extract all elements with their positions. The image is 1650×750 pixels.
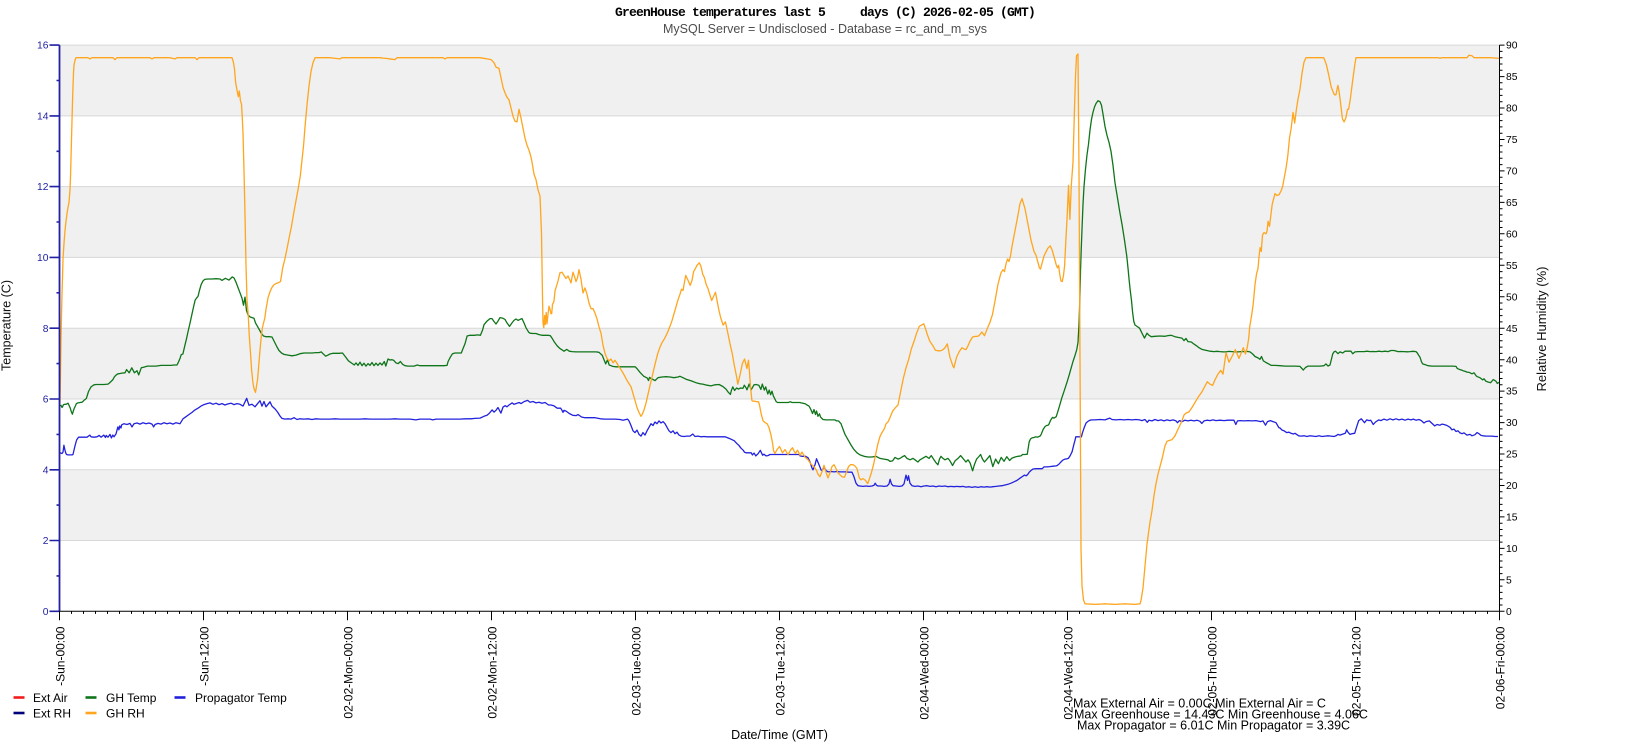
svg-text:40: 40 bbox=[1506, 355, 1518, 366]
svg-text:Max Greenhouse = 14.43C Min Gr: Max Greenhouse = 14.43C Min Greenhouse =… bbox=[1074, 707, 1368, 721]
svg-text:GreenHouse temperatures last 5: GreenHouse temperatures last 5 days (C) … bbox=[615, 5, 1035, 20]
svg-text:4: 4 bbox=[43, 465, 49, 476]
svg-text:0: 0 bbox=[43, 607, 49, 618]
svg-text:02-03-Tue-00:00: 02-03-Tue-00:00 bbox=[630, 626, 644, 715]
svg-text:20: 20 bbox=[1506, 481, 1518, 492]
svg-text:6: 6 bbox=[43, 395, 49, 406]
svg-text:-Sun-12:00: -Sun-12:00 bbox=[198, 626, 212, 686]
svg-text:-Sun-00:00: -Sun-00:00 bbox=[54, 626, 68, 686]
svg-text:02-05-Thu-12:00: 02-05-Thu-12:00 bbox=[1350, 626, 1364, 716]
svg-text:45: 45 bbox=[1506, 324, 1518, 335]
svg-text:16: 16 bbox=[37, 41, 49, 52]
svg-text:02-04-Wed-12:00: 02-04-Wed-12:00 bbox=[1062, 626, 1076, 719]
svg-text:90: 90 bbox=[1506, 41, 1518, 52]
svg-text:70: 70 bbox=[1506, 167, 1518, 178]
svg-text:55: 55 bbox=[1506, 261, 1518, 272]
svg-text:Propagator Temp: Propagator Temp bbox=[195, 691, 287, 705]
svg-text:25: 25 bbox=[1506, 450, 1518, 461]
svg-text:02-04-Wed-00:00: 02-04-Wed-00:00 bbox=[918, 626, 932, 719]
svg-text:8: 8 bbox=[43, 324, 49, 335]
svg-text:Ext Air: Ext Air bbox=[33, 691, 68, 705]
svg-text:GH RH: GH RH bbox=[106, 707, 145, 721]
svg-text:0: 0 bbox=[1506, 607, 1512, 618]
svg-text:Ext RH: Ext RH bbox=[33, 707, 71, 721]
svg-text:10: 10 bbox=[37, 253, 49, 264]
svg-text:Date/Time (GMT): Date/Time (GMT) bbox=[731, 728, 828, 742]
svg-text:5: 5 bbox=[1506, 575, 1512, 586]
svg-text:75: 75 bbox=[1506, 135, 1518, 146]
svg-text:10: 10 bbox=[1506, 544, 1518, 555]
svg-text:35: 35 bbox=[1506, 387, 1518, 398]
svg-text:Max External Air = 0.00C Min E: Max External Air = 0.00C Min External Ai… bbox=[1073, 696, 1326, 710]
svg-text:80: 80 bbox=[1506, 104, 1518, 115]
svg-text:02-05-Thu-00:00: 02-05-Thu-00:00 bbox=[1206, 626, 1220, 716]
svg-text:14: 14 bbox=[37, 112, 49, 123]
svg-text:15: 15 bbox=[1506, 513, 1518, 524]
svg-text:02-02-Mon-12:00: 02-02-Mon-12:00 bbox=[486, 626, 500, 718]
svg-text:30: 30 bbox=[1506, 418, 1518, 429]
svg-text:85: 85 bbox=[1506, 72, 1518, 83]
svg-text:60: 60 bbox=[1506, 229, 1518, 240]
svg-text:65: 65 bbox=[1506, 198, 1518, 209]
svg-text:2: 2 bbox=[43, 536, 49, 547]
svg-text:02-02-Mon-00:00: 02-02-Mon-00:00 bbox=[342, 626, 356, 718]
svg-text:12: 12 bbox=[37, 182, 49, 193]
svg-text:Max Propagator = 6.01C Min Pro: Max Propagator = 6.01C Min Propagator = … bbox=[1077, 718, 1350, 732]
svg-text:02-03-Tue-12:00: 02-03-Tue-12:00 bbox=[774, 626, 788, 715]
svg-text:GH Temp: GH Temp bbox=[106, 691, 157, 705]
svg-text:MySQL Server = Undisclosed - D: MySQL Server = Undisclosed - Database = … bbox=[663, 22, 987, 36]
svg-text:Relative Humidity (%): Relative Humidity (%) bbox=[1534, 267, 1549, 392]
svg-text:02-06-Fri-00:00: 02-06-Fri-00:00 bbox=[1494, 626, 1508, 709]
svg-text:50: 50 bbox=[1506, 292, 1518, 303]
svg-text:Temperature (C): Temperature (C) bbox=[0, 280, 14, 371]
